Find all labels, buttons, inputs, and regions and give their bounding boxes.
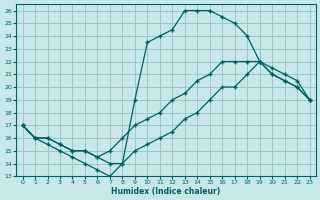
X-axis label: Humidex (Indice chaleur): Humidex (Indice chaleur) <box>111 187 221 196</box>
